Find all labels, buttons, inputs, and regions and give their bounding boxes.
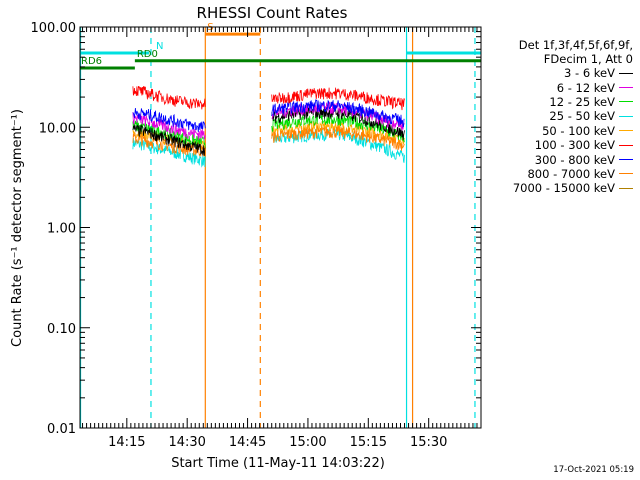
series-line (132, 124, 206, 156)
legend-entry: 6 - 12 keV (478, 80, 633, 95)
y-axis: 0.01 0.10 1.00 10.00 100.00 (31, 21, 481, 437)
legend-rows: 3 - 6 keV 6 - 12 keV 12 - 25 keV 25 - 50 ke… (478, 66, 633, 196)
y-tick-label: 0.10 (47, 322, 76, 337)
legend-swatch (619, 130, 633, 132)
flag-label: N (156, 41, 163, 52)
y-tick-label: 0.01 (47, 422, 76, 437)
legend-entry: 800 - 7000 keV (478, 167, 633, 181)
series-line (271, 101, 405, 131)
legend-entry: 25 - 50 keV (478, 109, 633, 123)
legend-entry-label: 12 - 25 keV (549, 94, 615, 109)
legend-swatch (619, 187, 633, 189)
legend-swatch (619, 115, 633, 117)
legend-swatch (619, 144, 633, 146)
legend-entry-label: 7000 - 15000 keV (512, 181, 615, 196)
legend: Det 1f,3f,4f,5f,6f,9f, FDecim 1, Att 0 3… (478, 38, 633, 196)
series-group (132, 86, 405, 168)
y-axis-label: Count Rate (s⁻¹ detector segment⁻¹) (10, 109, 25, 347)
x-tick-label: 15:15 (350, 435, 387, 450)
legend-header-2: FDecim 1, Att 0 (543, 52, 633, 66)
legend-entry-label: 6 - 12 keV (556, 80, 615, 95)
x-tick-label: 15:00 (289, 435, 326, 450)
legend-swatch (619, 87, 633, 89)
legend-entry-label: 300 - 800 keV (534, 152, 615, 167)
legend-entry: 3 - 6 keV (478, 66, 633, 80)
series-line (271, 87, 405, 111)
legend-swatch (619, 159, 633, 161)
series-line (271, 99, 405, 128)
legend-entry: 300 - 800 keV (478, 152, 633, 167)
legend-entry-label: 100 - 300 keV (534, 138, 615, 153)
x-tick-label: 14:30 (168, 435, 205, 450)
legend-entry: 7000 - 15000 keV (478, 181, 633, 195)
y-tick-label: 1.00 (47, 222, 76, 237)
legend-entry: 100 - 300 keV (478, 138, 633, 152)
x-tick-label: 14:45 (229, 435, 266, 450)
legend-entry: 50 - 100 keV (478, 124, 633, 138)
legend-entry-label: 50 - 100 keV (542, 123, 615, 138)
x-axis-label: Start Time (11-May-11 14:03:22) (171, 456, 385, 471)
series-line (132, 133, 206, 157)
flag-label: S (207, 22, 213, 33)
y-tick-label: 100.00 (31, 21, 77, 36)
legend-swatch (619, 72, 633, 74)
legend-entry-label: 800 - 7000 keV (527, 166, 615, 181)
series-line (271, 112, 405, 143)
y-tick-label: 10.00 (39, 121, 76, 136)
chart-title: RHESSI Count Rates (197, 4, 348, 22)
flag-label: RD0 (137, 49, 158, 60)
x-tick-label: 15:30 (410, 435, 447, 450)
series-line (271, 125, 405, 151)
legend-header-1: Det 1f,3f,4f,5f,6f,9f, (518, 38, 633, 52)
legend-entry-label: 3 - 6 keV (564, 66, 615, 81)
flag-bars: N S RD0 RD6 (80, 22, 481, 70)
x-tick-label: 14:15 (108, 435, 145, 450)
legend-swatch (619, 101, 633, 103)
legend-swatch (619, 173, 633, 175)
x-axis: 14:15 14:30 14:45 15:00 15:15 15:30 (82, 27, 482, 450)
footer-timestamp: 17-Oct-2021 05:19 (553, 465, 634, 475)
series-line (132, 107, 206, 133)
legend-entry-label: 25 - 50 keV (549, 109, 615, 124)
legend-entry: 12 - 25 keV (478, 95, 633, 109)
series-line (132, 86, 206, 110)
flag-label: RD6 (81, 56, 102, 67)
